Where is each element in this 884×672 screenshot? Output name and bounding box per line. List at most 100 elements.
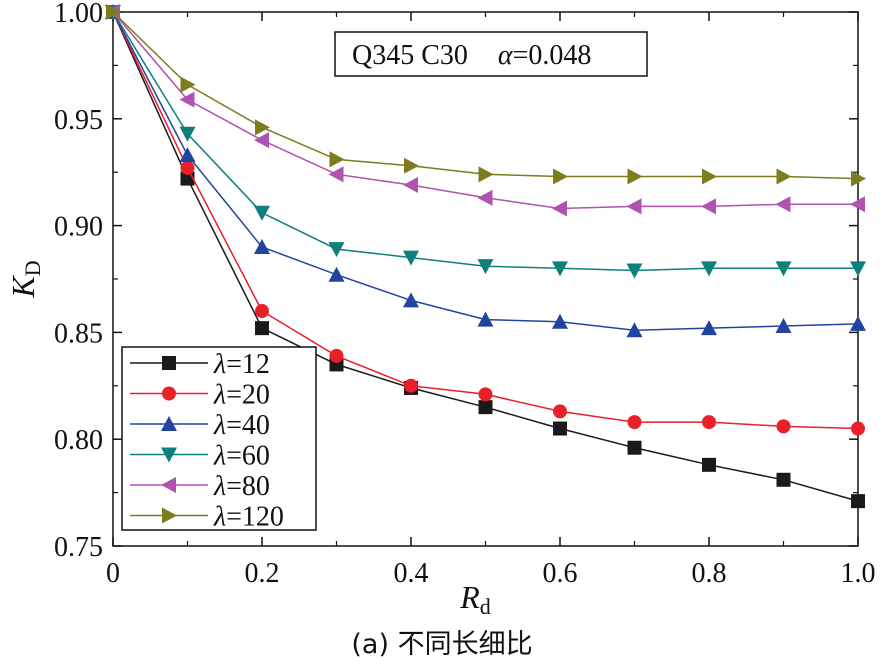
y-tick-label: 0.90 [54, 212, 103, 243]
legend-label: λ=12 [213, 349, 270, 380]
data-point [179, 91, 195, 108]
data-point [403, 177, 418, 194]
legend-label: λ=60 [213, 441, 270, 472]
legend-frame [121, 346, 317, 531]
y-axis-title: KD [5, 260, 45, 298]
data-point [627, 415, 642, 430]
x-tick-label: 0.8 [692, 558, 727, 589]
data-point [552, 313, 568, 329]
data-point [701, 261, 717, 277]
annotation-frame [334, 31, 648, 77]
legend-item: λ=60 [130, 441, 270, 472]
x-tick-label: 1.0 [841, 558, 876, 589]
annotation-text: Q345 C30 α=0.048 [352, 40, 591, 71]
legend-marker [162, 386, 176, 401]
x-tick-label: 0.4 [394, 558, 429, 589]
data-point [254, 132, 269, 149]
data-point [701, 198, 716, 215]
data-point [254, 238, 270, 254]
legend-marker [162, 356, 176, 370]
data-point [776, 168, 792, 185]
data-point [329, 151, 345, 168]
data-point [776, 472, 791, 487]
data-point [851, 170, 866, 187]
data-point [328, 266, 345, 282]
legend-marker [161, 447, 177, 463]
data-point [478, 166, 494, 183]
series-3 [105, 4, 866, 338]
data-point [702, 168, 717, 185]
figure-caption: (a) 不同长细比 [351, 629, 533, 660]
data-point [775, 261, 792, 277]
data-point [477, 189, 493, 206]
data-point [180, 76, 196, 93]
series-5 [105, 4, 865, 217]
data-point [702, 415, 716, 430]
data-point [477, 311, 494, 327]
data-point [850, 261, 866, 277]
data-point [552, 200, 567, 217]
data-point [626, 198, 642, 215]
data-point [775, 317, 792, 333]
data-point [851, 494, 865, 509]
data-point [627, 440, 642, 455]
legend-label: λ=20 [213, 380, 270, 411]
x-tick-label: 0.2 [245, 558, 280, 589]
data-point [850, 315, 866, 331]
data-point [255, 321, 269, 336]
data-point [626, 263, 643, 279]
data-point [702, 457, 716, 472]
y-tick-label: 0.95 [54, 105, 103, 136]
data-point [328, 242, 345, 258]
legend: λ=12λ=20λ=40λ=60λ=80λ=120 [121, 346, 317, 533]
data-point [179, 126, 196, 142]
legend-item: λ=120 [130, 502, 284, 533]
data-point [552, 261, 568, 277]
legend-item: λ=12 [130, 349, 270, 380]
annotation-box: Q345 C30 α=0.048 [334, 31, 648, 77]
legend-label: λ=80 [213, 471, 270, 502]
data-point [626, 322, 643, 338]
x-tick-label: 0.6 [543, 558, 578, 589]
legend-item: λ=40 [130, 410, 270, 441]
data-point [403, 250, 419, 266]
data-point [553, 404, 567, 419]
data-point [776, 419, 791, 434]
legend-item: λ=80 [130, 471, 270, 502]
data-point [403, 292, 419, 308]
legend-item: λ=20 [130, 380, 270, 411]
chart: 0 0.2 0.4 0.6 0.8 1.0 0.75 0.80 0.85 0.90 0.95 1.00… [5, 0, 876, 619]
x-axis-title: Rd [459, 579, 491, 619]
legend-marker [161, 416, 177, 431]
data-point [478, 387, 493, 402]
data-point [180, 160, 195, 175]
data-point [404, 378, 418, 393]
x-tick-label: 0 [106, 558, 120, 589]
data-point [553, 168, 568, 185]
y-tick-label: 0.85 [54, 318, 103, 349]
legend-marker [161, 477, 176, 493]
data-point [775, 196, 791, 213]
data-point [329, 348, 344, 363]
data-point [254, 205, 270, 221]
y-tick-label: 1.00 [54, 0, 103, 29]
data-point [255, 119, 270, 136]
data-point [850, 196, 865, 213]
legend-marker [162, 507, 177, 524]
series-2 [106, 5, 865, 436]
data-point [701, 320, 717, 336]
data-point [255, 304, 269, 319]
data-point [553, 421, 567, 436]
data-point [627, 168, 643, 185]
data-point [179, 147, 196, 163]
data-point [328, 166, 344, 183]
data-point [851, 421, 865, 436]
legend-label: λ=40 [213, 410, 270, 441]
data-point [106, 4, 121, 20]
legend-label: λ=120 [213, 502, 284, 533]
y-tick-label: 0.75 [54, 532, 103, 563]
data-point [477, 259, 494, 275]
series-6 [106, 4, 866, 187]
data-point [478, 400, 493, 415]
y-tick-label: 0.80 [54, 425, 103, 456]
